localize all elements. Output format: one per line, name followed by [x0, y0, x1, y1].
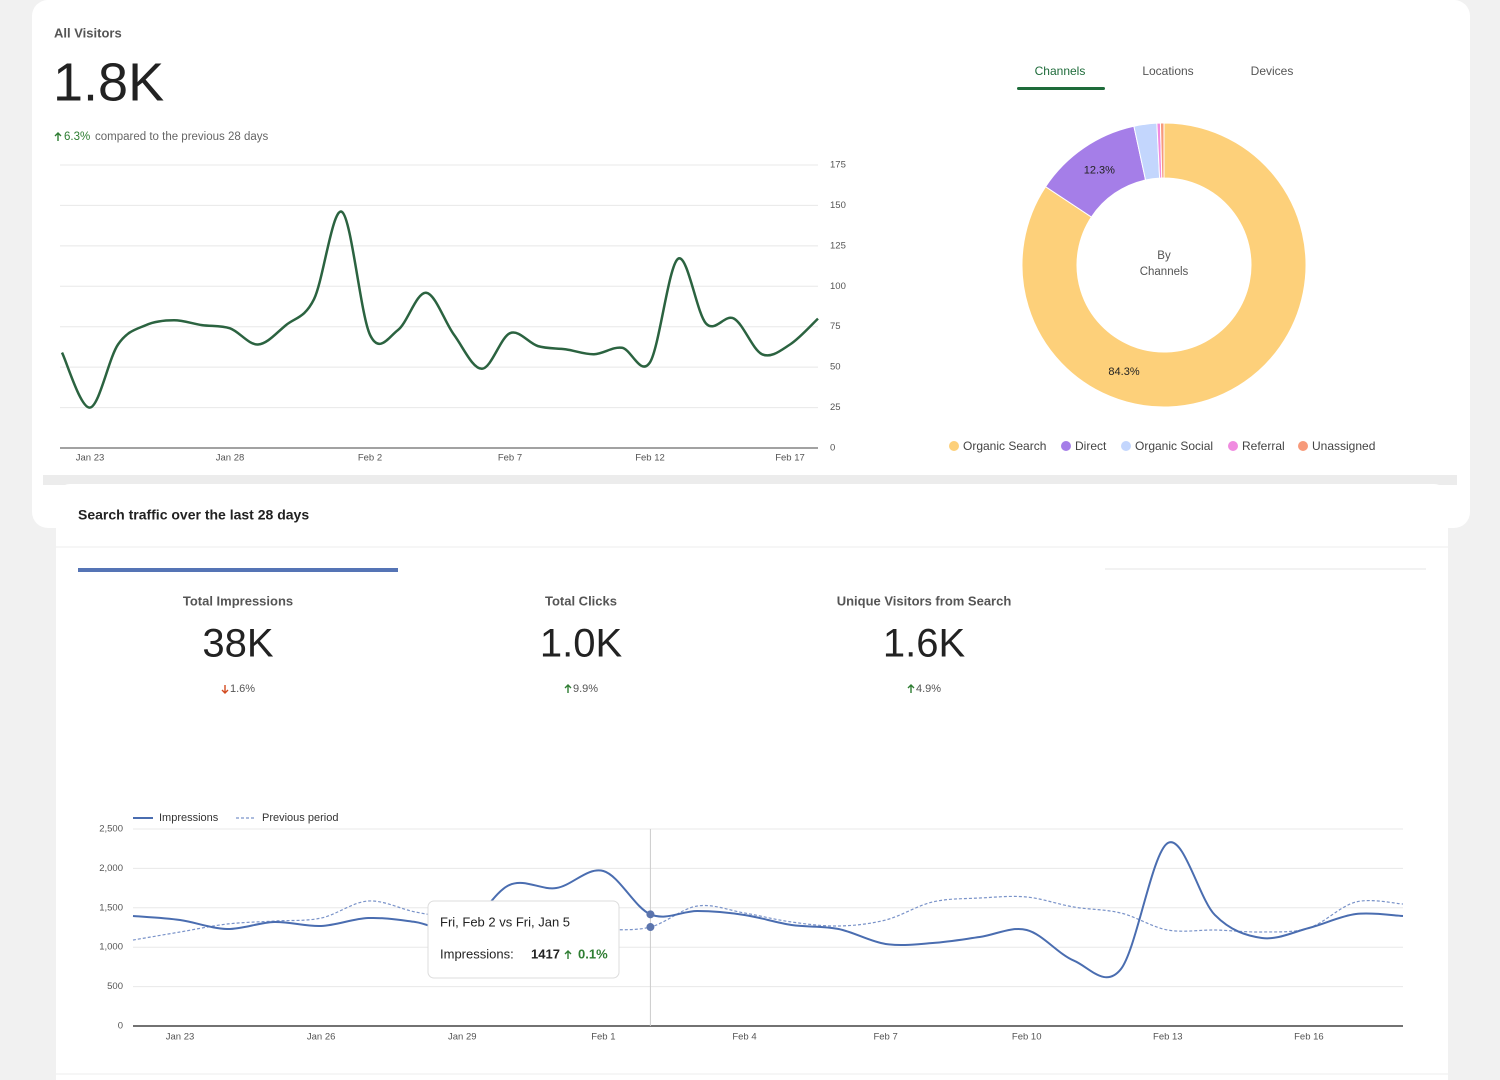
metric-value: 1.0K [540, 622, 623, 666]
x-tick-label: Jan 29 [448, 1032, 477, 1043]
x-tick-label: Feb 2 [358, 453, 382, 464]
hover-point [646, 910, 655, 919]
legend-label: Unassigned [1312, 439, 1375, 453]
y-tick-label: 0 [118, 1021, 123, 1032]
metric-label: Total Clicks [545, 593, 617, 608]
metric-change: 4.9% [916, 683, 941, 695]
x-tick-label: Feb 16 [1294, 1032, 1324, 1043]
x-tick-label: Feb 1 [591, 1032, 615, 1043]
x-tick-label: Feb 7 [873, 1032, 897, 1043]
y-tick-label: 500 [107, 981, 123, 992]
legend-label: Referral [1242, 439, 1285, 453]
tooltip-value: 1417 [531, 946, 560, 961]
tooltip [427, 900, 620, 979]
legend-label: Impressions [159, 812, 219, 824]
data-label: 12.3% [1084, 164, 1115, 176]
y-tick-label: 1,000 [99, 942, 123, 953]
tooltip-change: 0.1% [578, 946, 608, 961]
donut-slice [1159, 122, 1165, 179]
tooltip-title: Fri, Feb 2 vs Fri, Jan 5 [440, 914, 570, 929]
y-tick-label: 150 [830, 200, 846, 211]
x-tick-label: Jan 28 [216, 453, 245, 464]
metric-change: 9.9% [573, 683, 598, 695]
x-tick-label: Feb 4 [732, 1032, 756, 1043]
section-title: Search traffic over the last 28 days [78, 507, 309, 523]
donut-slice [1021, 122, 1307, 408]
x-tick-label: Jan 23 [166, 1032, 195, 1043]
y-tick-label: 2,000 [99, 863, 123, 874]
line [132, 895, 1404, 941]
x-tick-label: Feb 12 [635, 453, 665, 464]
card-title: All Visitors [54, 25, 122, 40]
y-tick-label: 100 [830, 281, 846, 292]
metric-label: Total Impressions [183, 593, 293, 608]
legend-swatch [1298, 441, 1308, 451]
tooltip-label: Impressions: [440, 946, 514, 961]
x-tick-label: Feb 17 [775, 453, 805, 464]
active-metric-underline [78, 568, 398, 572]
change-arrow [221, 685, 229, 694]
legend-label: Direct [1075, 439, 1107, 453]
big-number: 1.8K [53, 52, 164, 112]
legend-swatch [949, 441, 959, 451]
tab-underline [1017, 87, 1105, 90]
y-tick-label: 1,500 [99, 902, 123, 913]
search-card [56, 484, 1448, 1080]
change-arrow [564, 950, 572, 959]
x-tick-label: Feb 13 [1153, 1032, 1183, 1043]
y-tick-label: 25 [830, 402, 841, 413]
legend-label: Organic Search [963, 439, 1046, 453]
y-tick-label: 2,500 [99, 824, 123, 835]
y-tick-label: 50 [830, 362, 841, 373]
change-value: 6.3% [64, 131, 90, 143]
change-arrow [564, 684, 572, 693]
tab: Locations [1142, 64, 1193, 78]
center-label: By [1157, 250, 1171, 262]
legend-label: Previous period [262, 812, 338, 824]
data-label: 84.3% [1108, 366, 1139, 378]
line [132, 841, 1404, 979]
x-tick-label: Jan 26 [307, 1032, 336, 1043]
change-arrow [907, 684, 915, 693]
tab: Channels [1035, 64, 1086, 78]
x-tick-label: Feb 10 [1012, 1032, 1042, 1043]
y-tick-label: 0 [830, 443, 835, 454]
y-tick-label: 125 [830, 240, 846, 251]
legend-swatch [1121, 441, 1131, 451]
legend-label: Organic Social [1135, 439, 1213, 453]
line [60, 210, 819, 409]
card-gap [43, 475, 1457, 485]
hover-point [646, 923, 655, 932]
center-label: Channels [1140, 266, 1189, 278]
metric-value: 1.6K [883, 622, 966, 666]
legend-swatch [1228, 441, 1238, 451]
metric-change: 1.6% [230, 683, 255, 695]
legend-swatch [1061, 441, 1071, 451]
change-text: compared to the previous 28 days [95, 131, 268, 143]
change-arrow [54, 132, 62, 141]
x-tick-label: Feb 7 [498, 453, 522, 464]
y-tick-label: 75 [830, 321, 841, 332]
y-tick-label: 175 [830, 160, 846, 171]
metric-value: 38K [202, 622, 273, 666]
metric-label: Unique Visitors from Search [837, 593, 1012, 608]
tab: Devices [1251, 64, 1294, 78]
x-tick-label: Jan 23 [76, 453, 105, 464]
